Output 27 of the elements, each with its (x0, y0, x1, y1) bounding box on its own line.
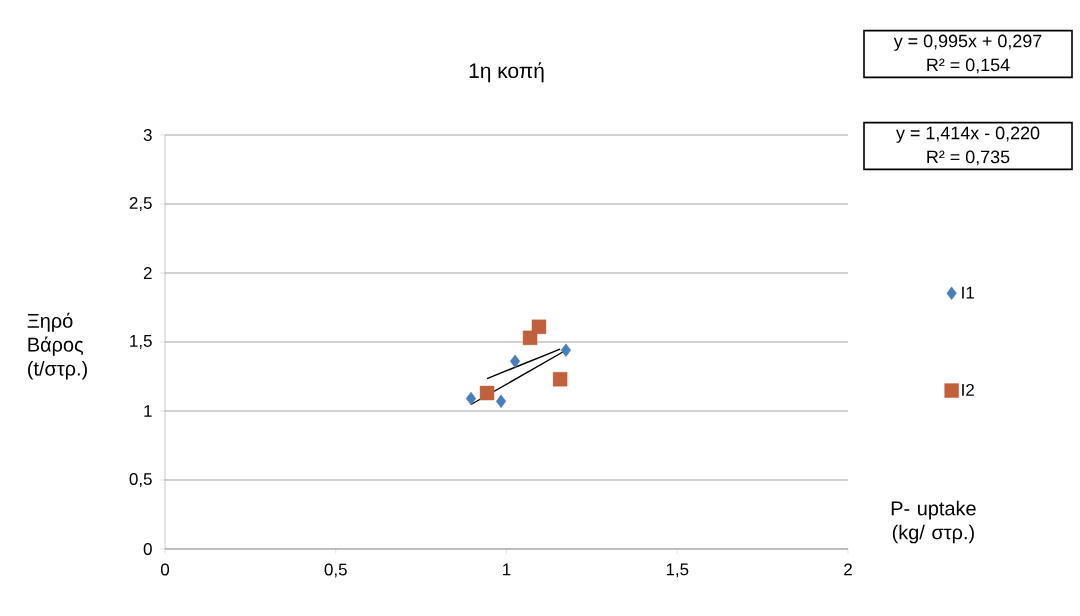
point (495, 394, 507, 409)
x-tick-label: 0,5 (324, 563, 347, 578)
point (465, 391, 477, 406)
x-tick-label: 1,5 (666, 563, 689, 578)
x-tick-label: 1 (503, 563, 511, 576)
x-tick-label: 2 (844, 563, 852, 576)
x-tick-label: 0 (160, 563, 170, 576)
point (522, 330, 538, 346)
point (531, 319, 547, 335)
legend-label: I2 (962, 383, 974, 396)
y-tick-label: 0,5 (129, 472, 152, 487)
text: y = 0,995x + 0,297 R² = 0,154 (893, 34, 1042, 74)
y-tick-label: 1 (144, 405, 152, 417)
point (560, 343, 572, 357)
y-tick-label: 2,5 (129, 196, 152, 211)
y-axis-title: Ξηρό Βάρος (t/στρ.) (27, 312, 87, 380)
point (509, 354, 521, 369)
text: y = 1,414x - 0,220 R² = 0,735 (896, 126, 1040, 166)
point (479, 385, 495, 401)
y-tick-label: 2 (143, 267, 152, 279)
x-axis-title: P- uptake (kg/ στρ.) (891, 500, 976, 544)
y-tick-label: 0 (143, 542, 152, 555)
point (552, 372, 568, 387)
legend-label: I1 (962, 286, 974, 299)
y-tick-label: 3 (143, 128, 152, 141)
chart-title: 1η κοπή (469, 62, 544, 83)
y-tick-label: 1,5 (130, 335, 152, 349)
